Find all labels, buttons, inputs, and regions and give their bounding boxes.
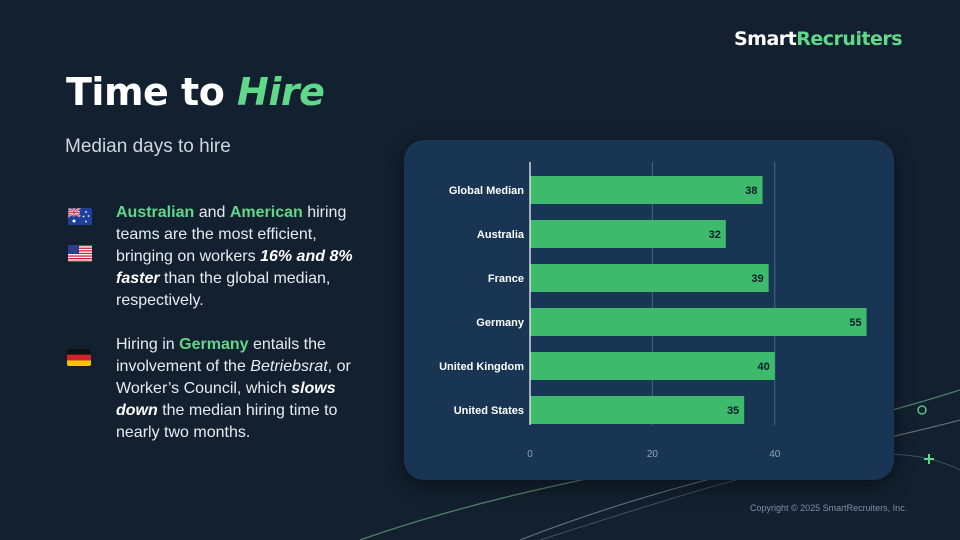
logo-part-smart: Smart — [734, 28, 797, 50]
bullet2-emphasis: slows down — [116, 380, 336, 419]
title-plain: Time to — [66, 70, 238, 114]
data-label: 32 — [709, 229, 721, 241]
page-title: Time to Hire — [66, 70, 325, 114]
bullet2-text1: Hiring in — [116, 336, 180, 353]
australia-flag-icon — [68, 208, 92, 225]
country-germany: Germany — [179, 336, 249, 353]
category-label: United Kingdom — [439, 361, 524, 373]
bullet2-text3: , or Worker’s Council, which — [116, 358, 351, 397]
plus-decoration-icon — [924, 454, 934, 464]
x-tick-label: 20 — [647, 449, 659, 460]
bullet1-text1: hiring teams are the most efficient, bri… — [116, 204, 347, 265]
bar-germany — [530, 308, 867, 336]
circle-decoration-icon — [917, 405, 927, 415]
data-label: 40 — [758, 361, 770, 373]
bullet2-text2: entails the involvement of the — [116, 336, 326, 375]
x-tick-label: 0 — [527, 449, 533, 460]
bar-france — [530, 264, 769, 292]
bullet1-and: and — [194, 204, 230, 221]
germany-flag-icon — [67, 349, 91, 366]
chart-panel: 0 20 40 Global Median 38 Australia 32 France 39 G… — [404, 140, 894, 480]
smartrecruiters-logo: SmartRecruiters — [734, 28, 903, 50]
bullet2-term: Betriebsrat — [250, 358, 328, 375]
title-highlight: Hire — [237, 70, 325, 114]
category-label: France — [488, 273, 524, 285]
data-label: 38 — [745, 185, 757, 197]
usa-flag-icon — [68, 245, 92, 262]
x-tick-label: 40 — [769, 449, 781, 460]
bullet1-emphasis: 16% and 8% faster — [116, 248, 353, 287]
category-label: Global Median — [449, 185, 524, 197]
page-subtitle: Median days to hire — [65, 136, 231, 157]
bar-chart: 0 20 40 Global Median 38 Australia 32 France 39 G… — [439, 162, 867, 460]
data-label: 35 — [727, 405, 739, 417]
category-label: Germany — [476, 317, 525, 329]
category-label: United States — [454, 405, 524, 417]
country-australian: Australian — [116, 204, 195, 221]
bullet2-text4: the median hiring time to nearly two mon… — [116, 402, 338, 441]
bullet-efficiency: Australian and American hiring teams are… — [116, 202, 378, 312]
bullet-germany: Hiring in Germany entails the involvemen… — [116, 334, 378, 444]
bar-united-states — [530, 396, 745, 424]
copyright-text: Copyright © 2025 SmartRecruiters, Inc. — [750, 503, 908, 513]
bar-united-kingdom — [530, 352, 775, 380]
data-label: 39 — [751, 273, 763, 285]
bar-global-median — [530, 176, 763, 204]
bullet1-text2: than the global median, respectively. — [116, 270, 331, 309]
data-label: 55 — [849, 317, 861, 329]
bar-australia — [530, 220, 726, 248]
logo-part-recruiters: Recruiters — [796, 28, 903, 50]
category-label: Australia — [477, 229, 525, 241]
country-american: American — [229, 204, 303, 221]
